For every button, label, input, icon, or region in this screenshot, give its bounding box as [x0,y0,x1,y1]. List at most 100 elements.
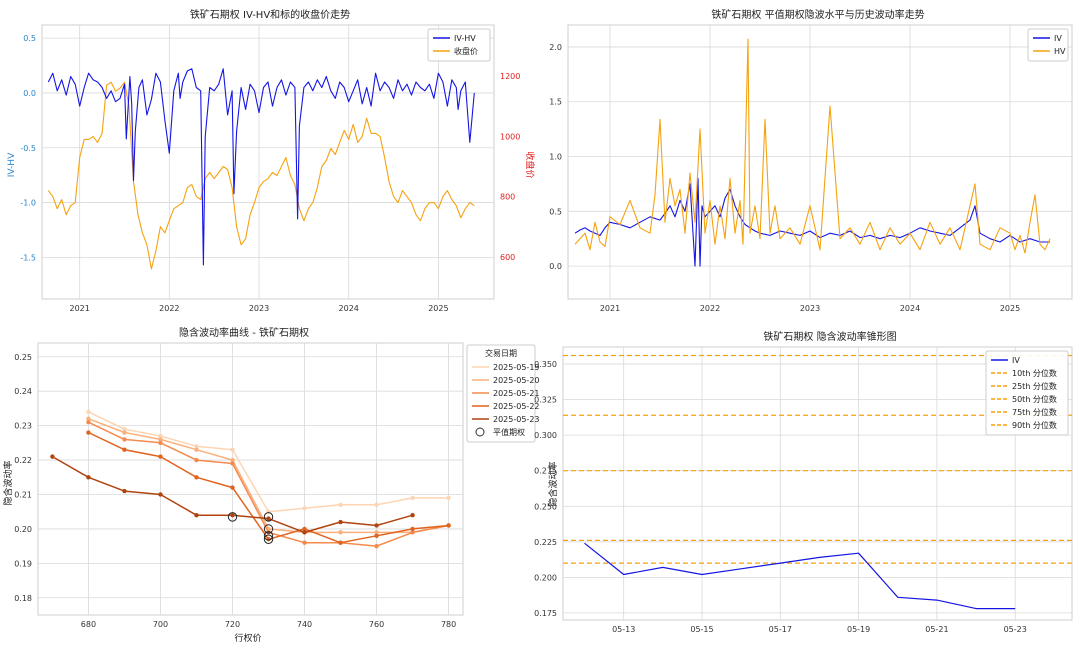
legend-marker [475,427,485,437]
x-tick-label: 2024 [900,304,920,313]
data-point [230,457,235,463]
data-point [266,516,271,521]
y-axis-label-right: 收盘价 [524,151,536,178]
data-point [230,461,235,466]
atm-marker [263,512,274,522]
x-tick-label: 2025 [1000,304,1020,313]
data-point [86,409,91,415]
legend: IV HV [1027,28,1069,62]
legend-label: 75th 分位数 [1012,407,1057,417]
data-point [194,512,199,518]
legend-label: 10th 分位数 [1012,368,1057,378]
data-point [86,416,91,421]
legend-label: 平值期权 [493,427,525,437]
y-tick-label: 0.23 [14,422,32,431]
data-point [338,519,343,525]
y-tick-label: 1.5 [549,98,562,107]
legend-label: 2025-05-21 [493,389,540,398]
legend-title: 交易日期 [485,348,517,358]
x-tick-label: 05-17 [769,625,792,634]
data-point [86,419,91,425]
x-tick-label: 2022 [700,304,720,313]
atm-marker [263,524,274,534]
data-point [158,454,163,459]
y-axis-label: IV-HV [7,152,17,177]
y-tick-label: 2.0 [549,43,562,52]
y-tick-label-right: 600 [500,253,515,262]
panel-iv-hv-close: 铁矿石期权 IV-HV和标的收盘价走势 IV-HV 收盘价 2021 2022 20… [7,8,536,313]
x-tick-label: 05-19 [847,625,870,634]
data-point [410,530,415,535]
data-point [158,433,163,439]
legend-box [466,344,536,443]
x-tick-label: 2021 [69,304,89,313]
legend-label: 2025-05-23 [493,415,540,424]
y-tick-label: 0.200 [534,573,557,582]
y-tick-label: 0.5 [23,34,36,43]
legend: 交易日期 2025-05-19 2025-05-20 2025-05-21 2025-0… [466,344,540,443]
y-tick-label: 0.350 [534,360,557,369]
y-tick-label: 0.0 [23,89,36,98]
data-point [302,530,307,535]
panel-iv-smile: 隐含波动率曲线 - 铁矿石期权 行权价 隐含波动率 680 700 720 740 76… [2,326,540,644]
data-point [158,437,163,442]
legend-label: IV [1012,356,1020,365]
data-point [374,530,379,535]
y-axis-label: 隐含波动率 [547,461,559,506]
data-point [374,533,379,539]
series-line-iv [584,542,1016,610]
data-point [446,523,451,528]
data-point [410,526,415,532]
y-tick-label: 0.250 [534,502,557,511]
y-tick-label-right: 1000 [500,132,520,141]
panel-atm-iv-vs-hv: 铁矿石期权 平值期权隐波水平与历史波动率走势 2021 2022 2023 2024 2… [549,8,1073,313]
y-tick-label: 0.175 [534,609,557,618]
data-point [446,495,451,501]
legend-label: 收盘价 [454,46,478,56]
legend: IV-HV 收盘价 [427,28,491,62]
atm-marker [263,531,274,541]
y-tick-label: -1.0 [20,199,36,208]
legend-label: 25th 分位数 [1012,381,1057,391]
data-point [338,530,343,535]
y-tick-label: 0.25 [14,353,32,362]
data-point [302,506,307,511]
series-line-iv-hv [47,68,475,266]
data-point [158,492,163,497]
y-tick-label: 0.21 [14,490,32,499]
legend-label: 90th 分位数 [1012,420,1057,430]
legend-box [1027,28,1069,62]
data-point [230,447,235,452]
plot-area [37,342,464,616]
legend-label: 2025-05-19 [493,363,540,372]
y-tick-label: -1.5 [20,253,36,262]
panel-iv-cone: 铁矿石期权 隐含波动率锥形图 隐含波动率 05-13 05-15 05-17 05-1… [534,330,1073,634]
y-tick-label: 0.300 [534,431,557,440]
atm-marker [263,534,274,544]
data-point [338,540,343,545]
y-tick-label: 0.18 [14,594,32,603]
x-tick-label: 720 [225,620,240,629]
data-point [410,512,415,518]
legend-label: 2025-05-20 [493,376,540,385]
plot-area [41,24,495,300]
chart-title: 铁矿石期权 隐含波动率锥形图 [763,330,896,343]
y-tick-label: 0.0 [549,262,562,271]
y-tick-label: 0.5 [549,207,562,216]
x-tick-label: 740 [297,620,312,629]
x-tick-label: 2021 [600,304,620,313]
data-point [50,454,55,459]
data-point [230,512,235,518]
y-tick-label: 0.225 [534,538,557,547]
data-point [194,457,199,463]
y-tick-label: 0.275 [534,467,557,476]
x-tick-label: 2023 [249,304,269,313]
y-tick-label: 0.19 [14,559,32,568]
data-point [122,426,127,432]
grid [38,343,463,615]
data-point [374,523,379,528]
y-tick-label: 0.22 [14,456,32,465]
y-tick-label-right: 800 [500,193,515,202]
data-point [194,444,199,449]
x-tick-label: 05-21 [925,625,948,634]
